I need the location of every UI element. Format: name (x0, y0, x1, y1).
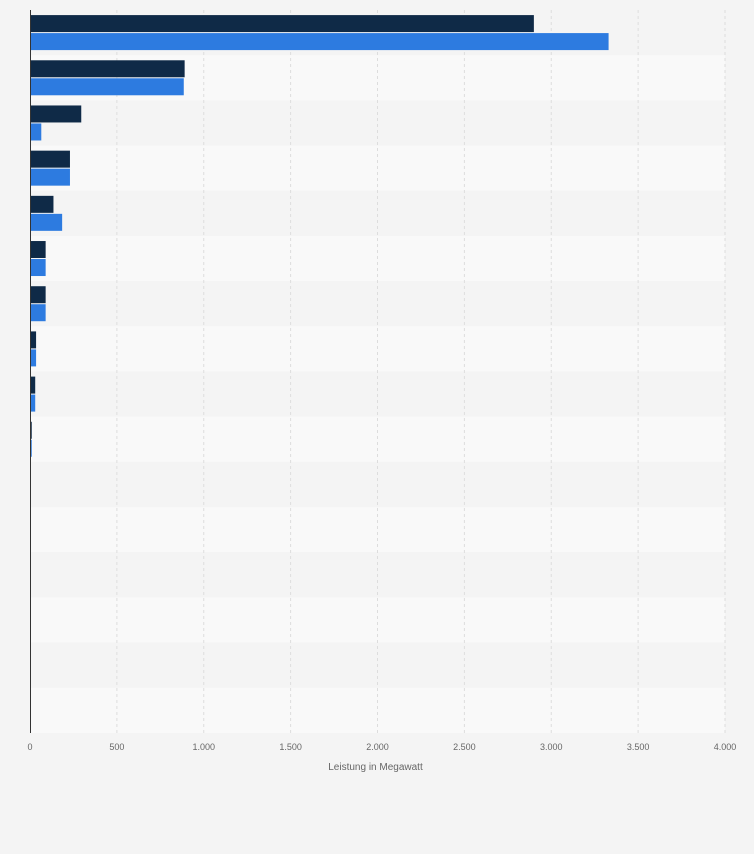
x-tick-label: 0 (27, 742, 32, 752)
bar-series-2[interactable] (30, 168, 70, 186)
bar-series-2[interactable] (30, 123, 42, 141)
bar-series-1[interactable] (30, 15, 534, 33)
bar-series-1[interactable] (30, 105, 82, 123)
x-tick-label: 1.000 (192, 742, 215, 752)
bar-series-2[interactable] (30, 33, 609, 51)
bar-series-2[interactable] (30, 78, 184, 96)
bar-series-2[interactable] (30, 394, 36, 412)
bar-series-1[interactable] (30, 376, 36, 394)
x-axis-title: Leistung in Megawatt (328, 762, 423, 773)
bar-series-1[interactable] (30, 60, 185, 78)
bar-series-1[interactable] (30, 241, 46, 259)
bar-series-2[interactable] (30, 304, 46, 322)
bar-series-2[interactable] (30, 213, 63, 231)
bar-series-1[interactable] (30, 331, 37, 349)
x-tick-label: 1.500 (279, 742, 302, 752)
x-tick-label: 500 (109, 742, 124, 752)
x-tick-label: 3.000 (540, 742, 563, 752)
x-tick-label: 2.000 (366, 742, 389, 752)
bar-series-2[interactable] (30, 349, 37, 367)
bar-series-2[interactable] (30, 259, 46, 277)
x-tick-label: 2.500 (453, 742, 476, 752)
x-tick-label: 4.000 (714, 742, 737, 752)
bar-series-1[interactable] (30, 286, 46, 304)
bar-series-1[interactable] (30, 195, 54, 213)
bar-series-1[interactable] (30, 150, 70, 168)
x-tick-label: 3.500 (627, 742, 650, 752)
